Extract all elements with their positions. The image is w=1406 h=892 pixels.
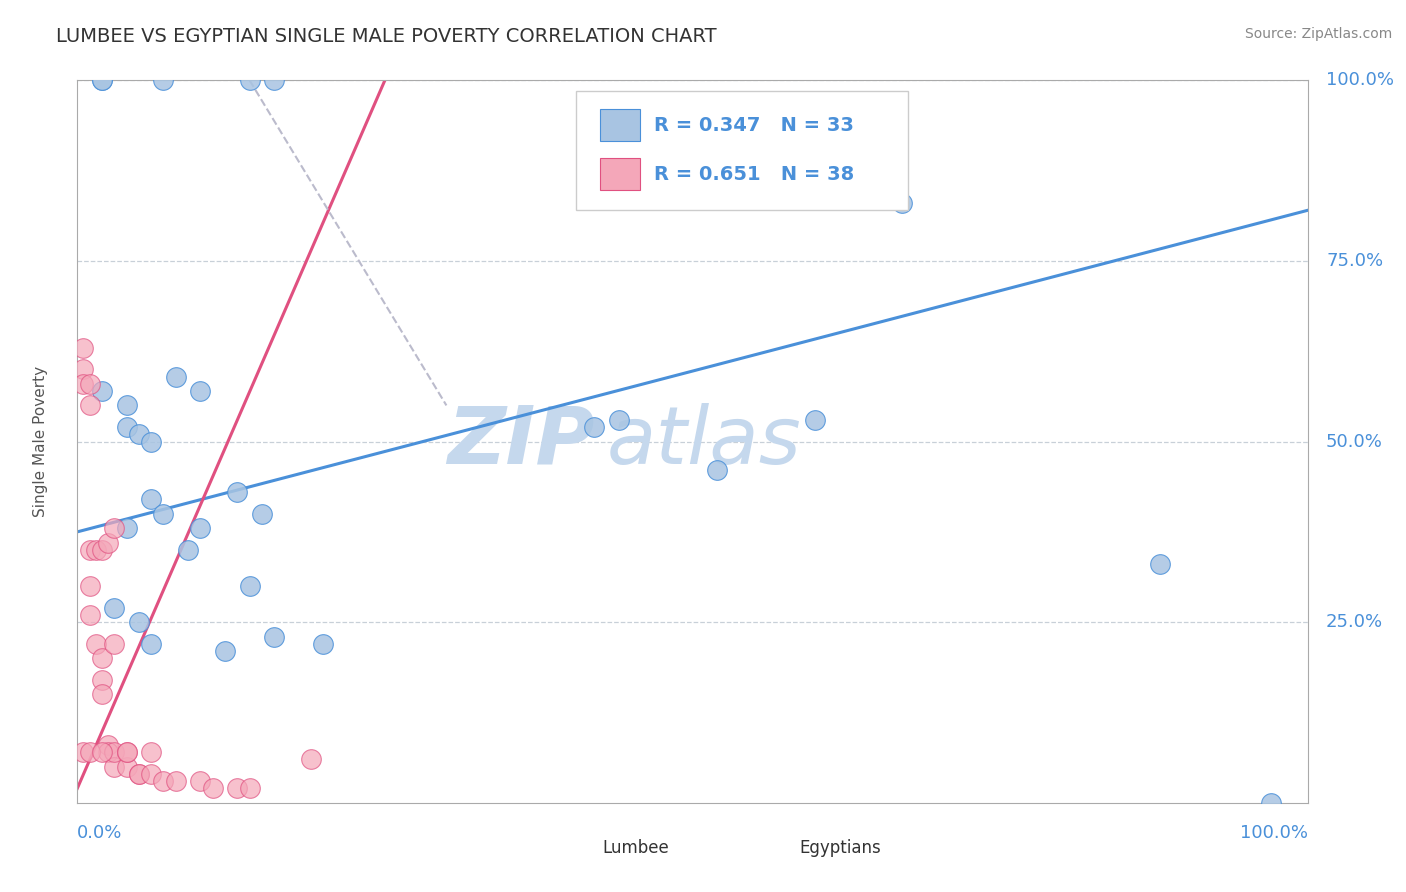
Text: 75.0%: 75.0% bbox=[1326, 252, 1384, 270]
Point bbox=[263, 73, 285, 87]
Point bbox=[141, 434, 163, 449]
Point bbox=[97, 745, 120, 759]
FancyBboxPatch shape bbox=[600, 109, 640, 141]
Point bbox=[79, 745, 101, 759]
Point bbox=[299, 752, 322, 766]
Point bbox=[214, 644, 236, 658]
FancyBboxPatch shape bbox=[575, 91, 908, 211]
Point bbox=[115, 398, 138, 412]
Point bbox=[141, 767, 163, 781]
Text: 50.0%: 50.0% bbox=[1326, 433, 1384, 450]
Point bbox=[84, 637, 107, 651]
Point bbox=[97, 535, 120, 549]
Point bbox=[115, 745, 138, 759]
Point bbox=[1149, 558, 1171, 572]
Point bbox=[188, 521, 212, 535]
Point bbox=[152, 507, 174, 521]
Point bbox=[72, 745, 94, 759]
Point bbox=[226, 781, 249, 796]
Point bbox=[706, 463, 728, 477]
Point bbox=[226, 485, 249, 500]
Point bbox=[250, 507, 273, 521]
Point bbox=[128, 767, 150, 781]
Point bbox=[84, 542, 107, 557]
Point bbox=[201, 781, 224, 796]
Text: Lumbee: Lumbee bbox=[603, 838, 669, 856]
Point bbox=[79, 579, 101, 593]
Point bbox=[79, 376, 101, 391]
Point bbox=[239, 73, 262, 87]
Point bbox=[128, 427, 150, 442]
Text: 0.0%: 0.0% bbox=[77, 824, 122, 842]
Point bbox=[804, 413, 827, 427]
Point bbox=[79, 398, 101, 412]
Point bbox=[103, 637, 125, 651]
Point bbox=[607, 413, 630, 427]
Point bbox=[115, 745, 138, 759]
Point bbox=[141, 492, 163, 507]
Point bbox=[115, 760, 138, 774]
Text: Single Male Poverty: Single Male Poverty bbox=[32, 366, 48, 517]
Point bbox=[103, 600, 125, 615]
Text: atlas: atlas bbox=[606, 402, 801, 481]
Text: 100.0%: 100.0% bbox=[1326, 71, 1393, 89]
Point bbox=[90, 542, 114, 557]
Text: Egyptians: Egyptians bbox=[800, 838, 882, 856]
Point bbox=[90, 687, 114, 701]
Text: ZIP: ZIP bbox=[447, 402, 595, 481]
Text: R = 0.347   N = 33: R = 0.347 N = 33 bbox=[654, 116, 855, 135]
Point bbox=[90, 73, 114, 87]
Point bbox=[115, 420, 138, 434]
Point bbox=[165, 369, 187, 384]
Point bbox=[263, 630, 285, 644]
Point bbox=[90, 673, 114, 687]
FancyBboxPatch shape bbox=[600, 158, 640, 191]
Point bbox=[103, 521, 125, 535]
Point bbox=[239, 579, 262, 593]
FancyBboxPatch shape bbox=[761, 837, 792, 858]
Point bbox=[152, 73, 174, 87]
Point bbox=[90, 651, 114, 665]
Point bbox=[188, 384, 212, 398]
FancyBboxPatch shape bbox=[564, 837, 595, 858]
Point bbox=[141, 637, 163, 651]
Point bbox=[128, 767, 150, 781]
Point bbox=[72, 376, 94, 391]
Point bbox=[97, 738, 120, 752]
Point bbox=[103, 760, 125, 774]
Point bbox=[72, 362, 94, 376]
Point bbox=[177, 542, 200, 557]
Point bbox=[312, 637, 335, 651]
Point bbox=[103, 745, 125, 759]
Point bbox=[72, 341, 94, 355]
Point bbox=[79, 542, 101, 557]
Point bbox=[890, 196, 912, 211]
Text: 100.0%: 100.0% bbox=[1240, 824, 1308, 842]
Point bbox=[141, 745, 163, 759]
Point bbox=[128, 615, 150, 630]
Point bbox=[79, 607, 101, 622]
Point bbox=[90, 745, 114, 759]
Text: LUMBEE VS EGYPTIAN SINGLE MALE POVERTY CORRELATION CHART: LUMBEE VS EGYPTIAN SINGLE MALE POVERTY C… bbox=[56, 27, 717, 45]
Text: 25.0%: 25.0% bbox=[1326, 613, 1384, 632]
Text: R = 0.651   N = 38: R = 0.651 N = 38 bbox=[654, 165, 855, 184]
Point bbox=[165, 774, 187, 789]
Point bbox=[583, 420, 606, 434]
Point bbox=[115, 521, 138, 535]
Point bbox=[239, 781, 262, 796]
Point bbox=[152, 774, 174, 789]
Point bbox=[1260, 796, 1282, 810]
Point bbox=[188, 774, 212, 789]
Point bbox=[90, 384, 114, 398]
Point bbox=[90, 73, 114, 87]
Text: Source: ZipAtlas.com: Source: ZipAtlas.com bbox=[1244, 27, 1392, 41]
